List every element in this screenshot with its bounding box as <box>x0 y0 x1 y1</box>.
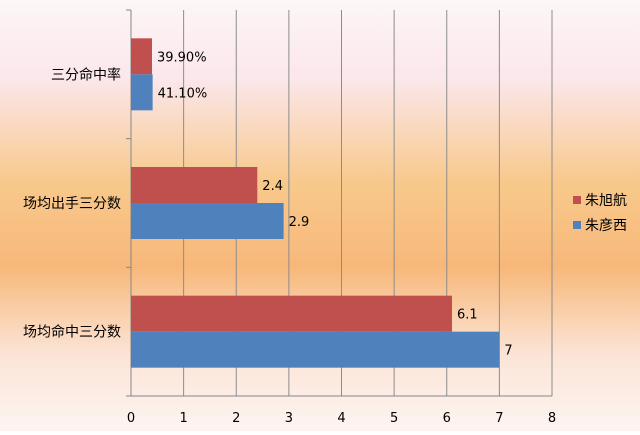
x-tick-label: 4 <box>337 411 345 426</box>
bars <box>131 38 500 368</box>
data-label: 41.10% <box>158 86 208 101</box>
legend-label: 朱彦西 <box>585 218 627 234</box>
bar <box>131 167 258 203</box>
data-label: 7 <box>504 344 512 359</box>
x-tick-label: 1 <box>179 411 187 426</box>
bar <box>131 74 153 111</box>
data-label: 39.90% <box>157 50 207 65</box>
legend-label: 朱旭航 <box>585 193 627 209</box>
x-tick-label: 6 <box>443 411 451 426</box>
x-tick-label: 0 <box>127 411 135 426</box>
bar <box>131 295 453 332</box>
legend-swatch <box>573 196 581 204</box>
data-label: 2.4 <box>262 179 283 194</box>
x-tick-label: 2 <box>232 411 240 426</box>
data-label: 6.1 <box>457 308 478 323</box>
data-label: 2.9 <box>289 215 310 230</box>
legend-swatch <box>573 221 581 229</box>
bar <box>131 38 152 75</box>
x-tick-label: 7 <box>495 411 503 426</box>
bar <box>131 331 500 368</box>
y-category-label: 场均出手三分数 <box>23 196 121 212</box>
x-tick-label: 5 <box>390 411 398 426</box>
y-category-label: 三分命中率 <box>51 66 121 83</box>
bar <box>131 203 284 239</box>
x-tick-label: 3 <box>285 411 293 426</box>
y-category-label: 场均命中三分数 <box>23 324 121 341</box>
x-tick-label: 8 <box>548 411 556 426</box>
